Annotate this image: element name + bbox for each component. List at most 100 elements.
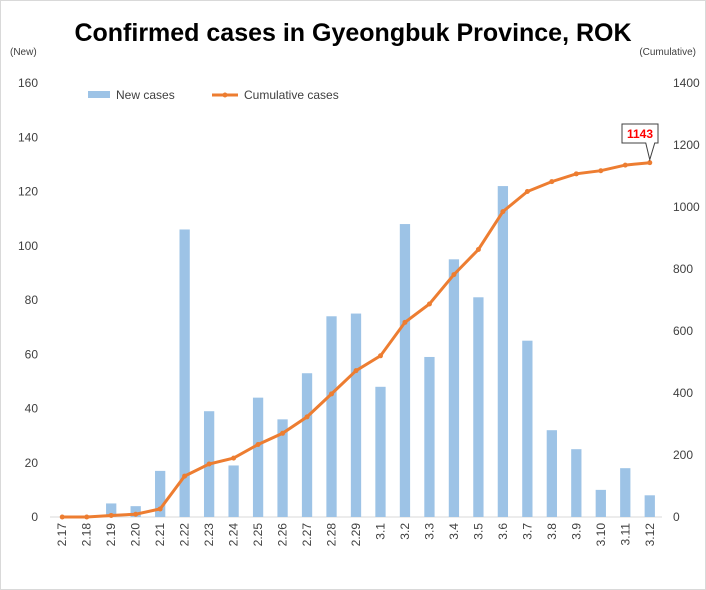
legend: New cases Cumulative cases — [88, 88, 339, 102]
bar-new-cases — [497, 186, 509, 517]
left-axis-unit: (New) — [10, 47, 37, 58]
right-tick-label: 200 — [673, 448, 693, 462]
bar-new-cases — [277, 419, 288, 517]
point-cumulative-cases — [304, 414, 310, 420]
point-cumulative-cases — [353, 368, 359, 374]
bar-new-cases — [375, 386, 386, 517]
right-tick-label: 600 — [673, 324, 693, 338]
bar-new-cases — [424, 356, 435, 517]
left-tick-label: 160 — [18, 76, 38, 90]
point-cumulative-cases — [255, 441, 261, 447]
right-tick-label: 1400 — [673, 76, 700, 90]
x-tick-label: 3.3 — [422, 523, 436, 540]
point-cumulative-cases — [402, 319, 408, 325]
bar-new-cases — [546, 430, 557, 517]
chart-title: Confirmed cases in Gyeongbuk Province, R… — [74, 19, 631, 47]
bar-new-cases — [595, 489, 606, 517]
x-tick-label: 2.26 — [276, 523, 290, 547]
x-tick-label: 2.25 — [251, 523, 265, 547]
x-tick-label: 3.6 — [496, 523, 510, 540]
x-tick-label: 3.10 — [594, 523, 608, 547]
point-cumulative-cases — [598, 168, 604, 174]
cumulative-cases-markers — [59, 160, 653, 520]
left-tick-label: 60 — [25, 347, 39, 361]
bar-new-cases — [301, 373, 313, 517]
point-cumulative-cases — [475, 246, 481, 252]
point-cumulative-cases — [133, 511, 139, 517]
x-tick-label: 3.4 — [447, 523, 461, 540]
left-tick-label: 140 — [18, 130, 38, 144]
point-cumulative-cases — [524, 189, 530, 194]
bar-new-cases — [326, 316, 337, 517]
left-tick-label: 0 — [31, 510, 38, 524]
left-tick-label: 80 — [25, 293, 39, 307]
right-tick-label: 400 — [673, 386, 693, 400]
point-cumulative-cases — [231, 455, 237, 461]
x-tick-label: 2.27 — [300, 523, 314, 547]
x-tick-label: 3.2 — [398, 523, 412, 540]
left-tick-label: 120 — [18, 185, 38, 199]
point-cumulative-cases — [157, 506, 163, 512]
point-cumulative-cases — [500, 209, 506, 215]
x-tick-label: 3.8 — [545, 523, 559, 540]
point-cumulative-cases — [280, 430, 286, 436]
bar-new-cases — [448, 259, 460, 517]
callout-box — [621, 123, 659, 162]
point-cumulative-cases — [573, 171, 579, 177]
x-tick-label: 2.23 — [202, 523, 216, 547]
bar-new-cases — [350, 313, 362, 517]
x-axis-ticks: 2.17 2.18 2.19 2.20 2.21 2.22 2.23 2.24 2.25 2.26… — [55, 523, 657, 547]
x-tick-label: 2.17 — [55, 523, 69, 547]
x-tick-label: 2.29 — [349, 523, 363, 547]
right-tick-label: 0 — [673, 510, 680, 524]
point-cumulative-cases — [182, 473, 188, 479]
right-axis-ticks: 0 200 400 600 800 1000 1200 1400 — [673, 76, 700, 524]
bar-new-cases — [155, 470, 166, 517]
x-tick-label: 2.24 — [227, 523, 241, 547]
bar-new-cases — [571, 449, 582, 517]
left-tick-label: 40 — [25, 402, 39, 416]
x-tick-label: 3.7 — [520, 523, 534, 540]
bar-new-cases — [473, 297, 484, 517]
point-cumulative-cases — [647, 160, 653, 166]
latest-value-callout: 1143 — [621, 123, 659, 162]
right-tick-label: 1000 — [673, 200, 700, 214]
left-tick-label: 100 — [18, 239, 38, 253]
point-cumulative-cases — [549, 179, 555, 185]
bar-new-cases — [106, 503, 117, 517]
point-cumulative-cases — [377, 353, 383, 359]
right-tick-label: 800 — [673, 262, 693, 276]
legend-label-cumulative-cases: Cumulative cases — [244, 88, 339, 102]
x-tick-label: 3.11 — [618, 523, 632, 546]
point-cumulative-cases — [451, 272, 457, 278]
right-axis-unit: (Cumulative) — [639, 47, 696, 58]
point-cumulative-cases — [206, 461, 212, 467]
left-tick-label: 20 — [25, 456, 39, 470]
point-cumulative-cases — [108, 512, 114, 518]
x-tick-label: 3.5 — [471, 523, 485, 540]
point-cumulative-cases — [59, 514, 65, 520]
x-tick-label: 3.12 — [643, 523, 657, 547]
point-cumulative-cases — [329, 391, 335, 397]
right-tick-label: 1200 — [673, 138, 700, 152]
bar-new-cases — [228, 465, 239, 517]
x-tick-label: 2.22 — [178, 523, 192, 547]
bar-new-cases — [522, 340, 533, 517]
point-cumulative-cases — [426, 301, 432, 307]
legend-marker-cumulative-cases — [222, 92, 228, 98]
x-tick-label: 3.9 — [569, 523, 583, 540]
x-tick-label: 2.21 — [153, 523, 167, 547]
legend-label-new-cases: New cases — [116, 88, 175, 102]
point-cumulative-cases — [622, 162, 628, 168]
point-cumulative-cases — [84, 514, 90, 520]
new-cases-bars — [106, 186, 655, 518]
bar-new-cases — [399, 224, 411, 518]
legend-swatch-new-cases — [88, 91, 110, 98]
x-tick-label: 2.28 — [325, 523, 339, 547]
x-tick-label: 2.20 — [129, 523, 143, 547]
bar-new-cases — [644, 495, 655, 517]
x-tick-label: 2.19 — [104, 523, 118, 547]
bar-new-cases — [620, 468, 631, 517]
x-tick-label: 3.1 — [373, 523, 387, 540]
